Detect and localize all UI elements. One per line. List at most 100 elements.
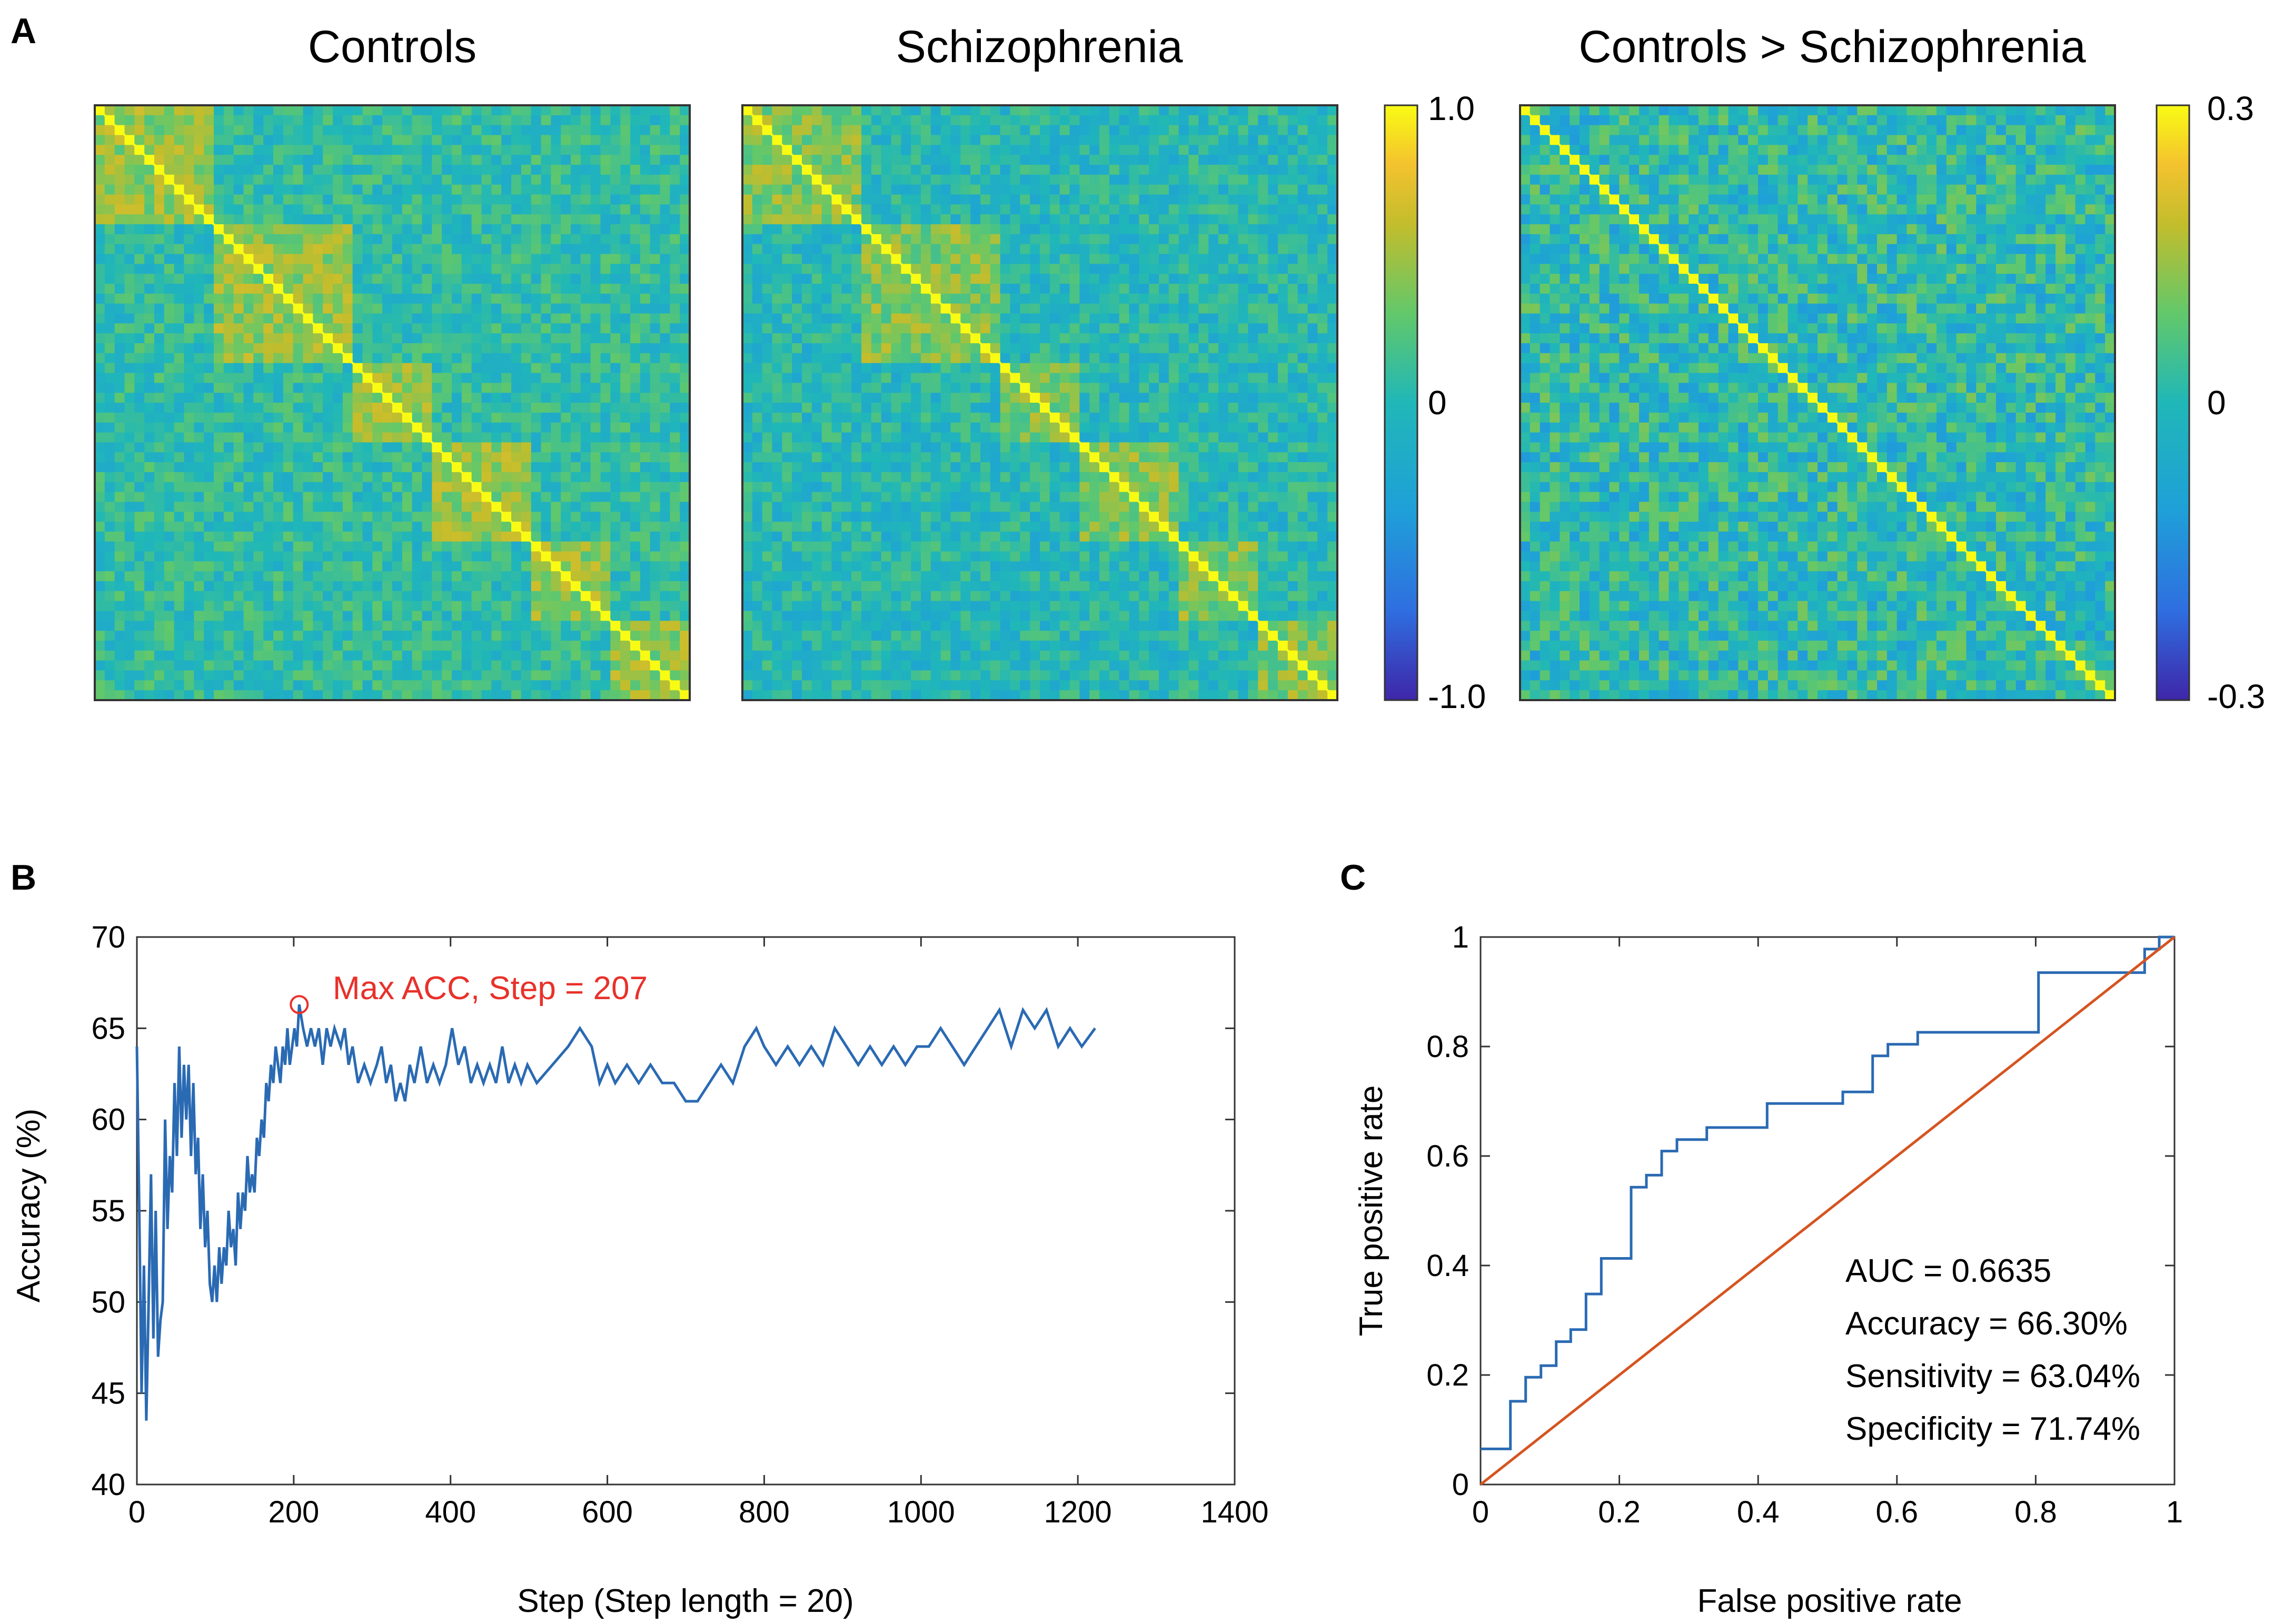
heatmap-cell bbox=[342, 204, 353, 215]
heatmap-cell bbox=[293, 184, 304, 195]
heatmap-cell bbox=[650, 670, 661, 681]
heatmap-cell bbox=[1079, 274, 1090, 284]
heatmap-cell bbox=[134, 522, 145, 532]
heatmap-cell bbox=[501, 363, 512, 374]
heatmap-cell bbox=[1307, 184, 1318, 195]
heatmap-cell bbox=[184, 145, 194, 155]
heatmap-cell bbox=[1030, 224, 1040, 235]
heatmap-cell bbox=[1000, 135, 1011, 145]
heatmap-cell bbox=[233, 561, 244, 572]
heatmap-cell bbox=[1010, 204, 1020, 215]
heatmap-cell bbox=[293, 502, 304, 512]
heatmap-cell bbox=[442, 343, 452, 354]
heatmap-cell bbox=[104, 571, 115, 582]
heatmap-cell bbox=[214, 531, 224, 542]
heatmap-cell bbox=[811, 254, 822, 264]
heatmap-cell bbox=[511, 264, 522, 274]
heatmap-cell bbox=[610, 393, 621, 403]
heatmap-cell bbox=[1040, 234, 1050, 245]
heatmap-cell bbox=[1248, 105, 1258, 116]
heatmap-cell bbox=[362, 561, 373, 572]
heatmap-cell bbox=[950, 214, 961, 225]
heatmap-cell bbox=[960, 165, 971, 175]
heatmap-cell bbox=[851, 284, 862, 294]
heatmap-cell bbox=[650, 621, 661, 631]
heatmap-cell bbox=[313, 184, 323, 195]
heatmap-cell bbox=[283, 650, 294, 661]
heatmap-cell bbox=[1129, 194, 1139, 205]
heatmap-cell bbox=[104, 393, 115, 403]
heatmap-cell bbox=[1119, 155, 1130, 165]
heatmap-cell bbox=[501, 293, 512, 304]
heatmap-cell bbox=[1010, 254, 1020, 264]
heatmap-cell bbox=[511, 293, 522, 304]
heatmap-cell bbox=[481, 621, 492, 631]
heatmap-cell bbox=[571, 234, 581, 245]
heatmap-cell bbox=[841, 135, 852, 145]
heatmap-cell bbox=[541, 522, 551, 532]
heatmap-cell bbox=[670, 581, 680, 592]
heatmap-cell bbox=[184, 631, 194, 641]
heatmap-cell bbox=[372, 293, 383, 304]
heatmap-cell bbox=[1159, 174, 1169, 185]
heatmap-cell bbox=[571, 155, 581, 165]
heatmap-cell bbox=[273, 422, 284, 433]
heatmap-cell bbox=[1178, 264, 1189, 274]
heatmap-cell bbox=[1020, 194, 1030, 205]
heatmap-cell bbox=[980, 115, 991, 126]
heatmap-cell bbox=[442, 393, 452, 403]
heatmap-cell bbox=[742, 145, 753, 155]
heatmap-cell bbox=[303, 184, 313, 195]
heatmap-cell bbox=[144, 650, 155, 661]
heatmap-cell bbox=[561, 482, 571, 493]
heatmap-cell bbox=[752, 165, 763, 175]
heatmap-cell bbox=[263, 472, 274, 483]
heatmap-cell bbox=[372, 660, 383, 671]
heatmap-cell bbox=[303, 422, 313, 433]
heatmap-cell bbox=[680, 551, 690, 562]
heatmap-cell bbox=[104, 254, 115, 264]
heatmap-cell bbox=[204, 551, 214, 562]
heatmap-cell bbox=[590, 492, 601, 502]
heatmap-cell bbox=[551, 403, 561, 413]
heatmap-cell bbox=[1317, 115, 1328, 126]
heatmap-cell bbox=[911, 303, 921, 314]
heatmap-cell bbox=[970, 274, 981, 284]
heatmap-cell bbox=[432, 234, 442, 245]
heatmap-cell bbox=[174, 333, 185, 344]
heatmap-cell bbox=[940, 125, 951, 136]
heatmap-cell bbox=[511, 422, 522, 433]
heatmap-cell bbox=[253, 561, 264, 572]
heatmap-cell bbox=[960, 244, 971, 255]
heatmap-cell bbox=[1049, 264, 1060, 274]
heatmap-cell bbox=[263, 591, 274, 602]
heatmap-cell bbox=[891, 244, 901, 255]
heatmap-cell bbox=[1228, 145, 1239, 155]
heatmap-cell bbox=[134, 155, 145, 165]
heatmap-cell bbox=[1159, 135, 1169, 145]
heatmap-cell bbox=[461, 412, 472, 423]
heatmap-cell bbox=[782, 184, 792, 195]
heatmap-cell bbox=[263, 403, 274, 413]
heatmap-cell bbox=[762, 224, 773, 235]
heatmap-cell bbox=[323, 383, 333, 393]
heatmap-cell bbox=[402, 571, 413, 582]
heatmap-cell bbox=[1258, 293, 1268, 304]
heatmap-cell bbox=[1317, 244, 1328, 255]
heatmap-cell bbox=[223, 165, 234, 175]
heatmap-cell bbox=[174, 403, 185, 413]
heatmap-cell bbox=[1268, 234, 1278, 245]
heatmap-cell bbox=[174, 293, 185, 304]
heatmap-cell bbox=[580, 680, 591, 691]
heatmap-cell bbox=[134, 462, 145, 473]
heatmap-cell bbox=[412, 373, 423, 383]
heatmap-cell bbox=[233, 313, 244, 324]
heatmap-cell bbox=[362, 204, 373, 215]
heatmap-cell bbox=[442, 551, 452, 562]
heatmap-cell bbox=[960, 194, 971, 205]
heatmap-cell bbox=[501, 393, 512, 403]
heatmap-cell bbox=[521, 214, 532, 225]
heatmap-cell bbox=[293, 551, 304, 562]
heatmap-cell bbox=[362, 512, 373, 522]
heatmap-cell bbox=[283, 462, 294, 473]
